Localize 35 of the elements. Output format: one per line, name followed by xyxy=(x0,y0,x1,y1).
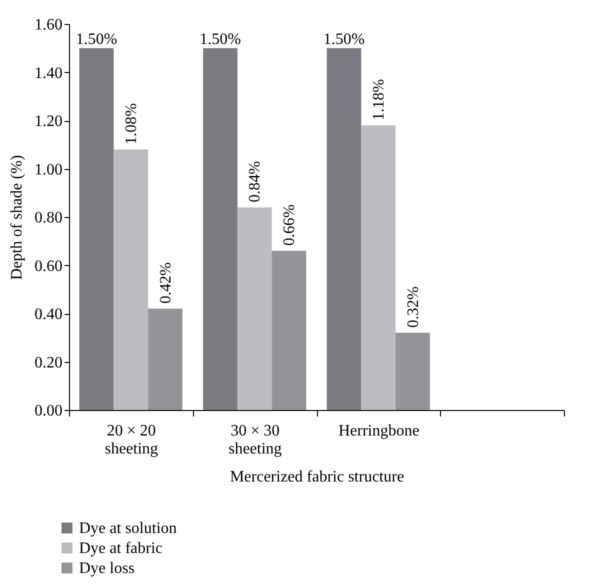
x-tick-label: Herringbone xyxy=(338,422,420,440)
y-tick-label: 0.00 xyxy=(34,402,62,420)
y-tick-label: 0.60 xyxy=(34,258,62,275)
bar xyxy=(237,207,272,410)
y-tick-label: 0.20 xyxy=(34,354,62,372)
y-tick-label: 1.00 xyxy=(34,161,62,178)
bar xyxy=(114,149,148,410)
y-tick-label: 1.40 xyxy=(34,64,62,82)
legend-label: Dye at solution xyxy=(79,520,177,537)
data-label: 1.50% xyxy=(76,31,118,48)
x-tick-label: 20 × 20 sheeting xyxy=(104,422,158,458)
y-tick-label: 1.60 xyxy=(34,16,62,34)
data-label: 0.42% xyxy=(157,262,174,304)
bar xyxy=(79,48,114,410)
data-label: 1.08% xyxy=(122,103,140,144)
data-label: 1.18% xyxy=(370,78,388,120)
y-tick-label: 1.20 xyxy=(34,113,62,130)
data-label: 0.32% xyxy=(404,286,422,328)
y-tick-label: 0.40 xyxy=(34,306,62,323)
bar xyxy=(203,48,238,410)
y-axis-title: Depth of shade (%) xyxy=(8,155,26,280)
bar xyxy=(326,48,362,410)
y-tick-label: 0.80 xyxy=(34,210,62,226)
bar xyxy=(361,125,396,410)
data-label: 0.66% xyxy=(281,204,298,246)
bar xyxy=(396,332,430,410)
x-tick-label: 30 × 30 sheeting xyxy=(228,422,282,458)
legend-label: Dye at fabric xyxy=(79,540,163,557)
x-axis-title: Mercerized fabric structure xyxy=(230,468,404,486)
data-label: 1.50% xyxy=(200,31,241,48)
bar xyxy=(272,250,306,410)
data-label: 0.84% xyxy=(246,161,264,202)
legend-label: Dye loss xyxy=(79,560,135,577)
bar xyxy=(148,308,182,410)
data-label: 1.50% xyxy=(323,31,365,48)
